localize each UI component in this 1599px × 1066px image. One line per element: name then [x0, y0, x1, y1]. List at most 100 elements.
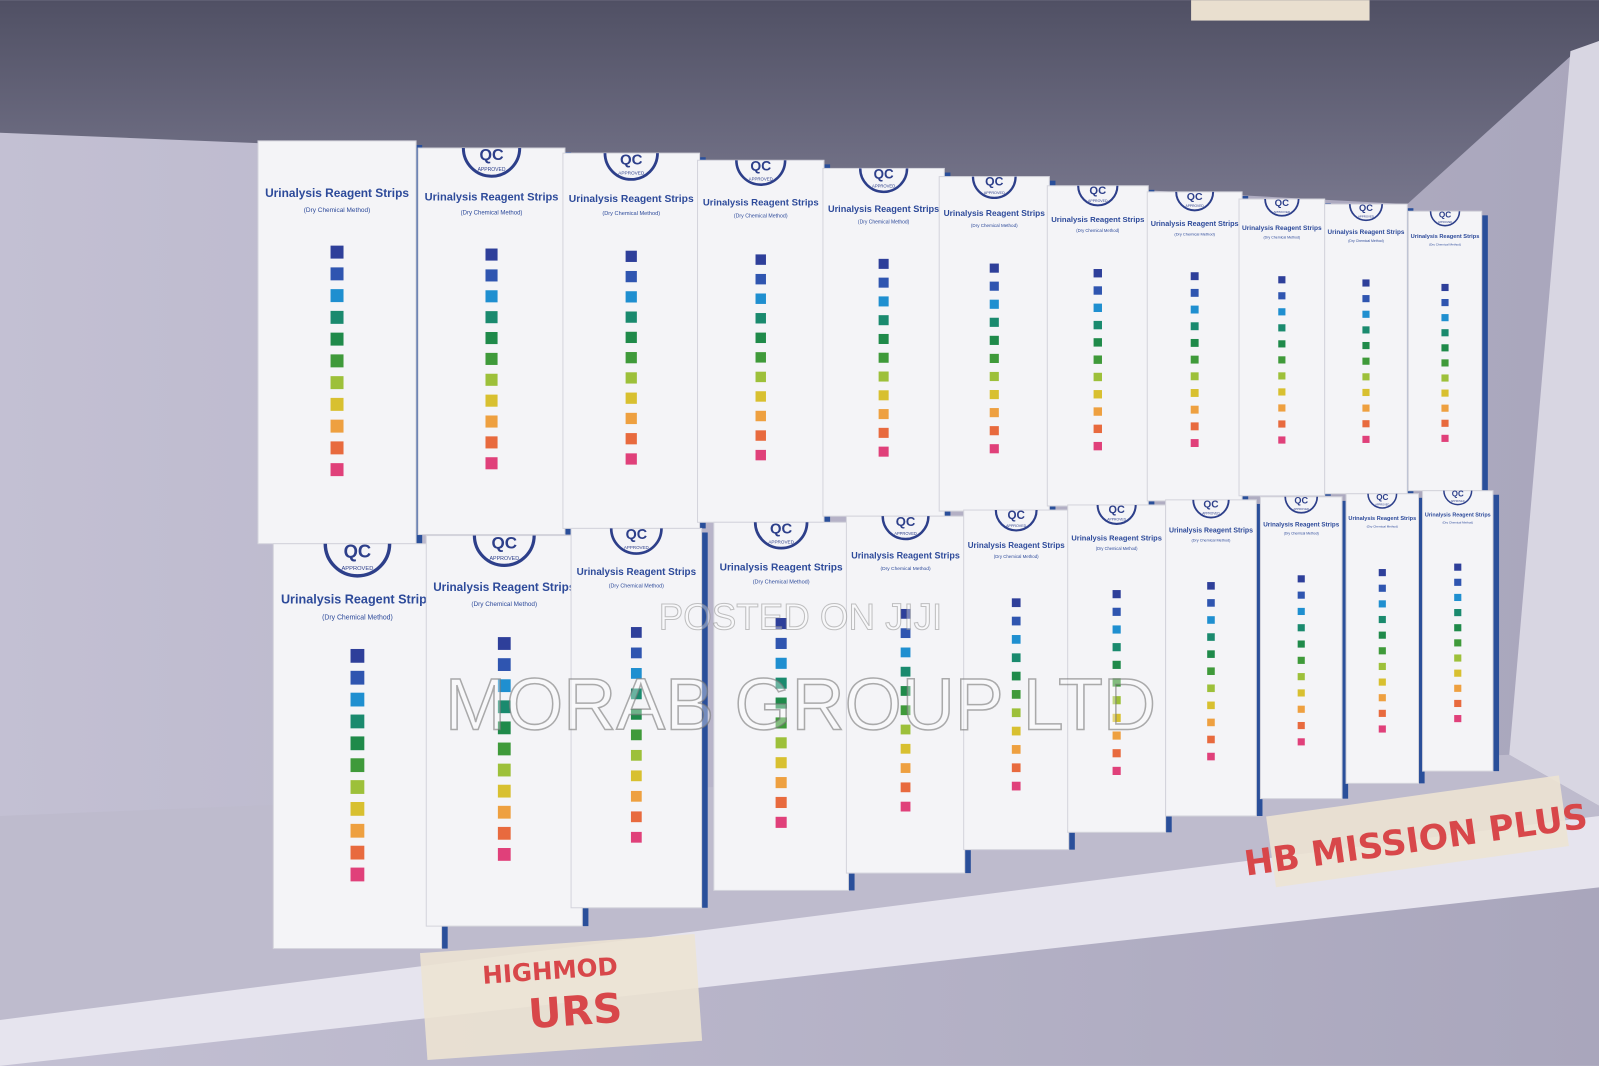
- seal: [753, 522, 809, 550]
- color-swatch: [1093, 286, 1102, 295]
- color-swatch: [1093, 338, 1102, 347]
- seal-caption: APPROVED: [1274, 210, 1291, 214]
- box-title: Urinalysis Reagent Strips: [433, 581, 576, 594]
- seal-text: QC: [985, 175, 1003, 189]
- color-swatch: [989, 299, 999, 309]
- seal: [1429, 211, 1461, 227]
- color-swatch: [497, 784, 511, 798]
- color-swatch: [497, 700, 511, 714]
- color-swatch: [775, 697, 787, 709]
- color-swatch: [1278, 324, 1286, 332]
- color-swatch: [350, 758, 365, 773]
- color-swatch: [1207, 735, 1215, 744]
- color-swatch: [1207, 667, 1215, 675]
- color-swatch: [625, 311, 637, 323]
- color-swatch: [1093, 424, 1102, 434]
- color-swatch: [755, 371, 766, 383]
- seal: [603, 153, 659, 181]
- color-swatch: [350, 845, 365, 860]
- color-swatch: [775, 677, 787, 689]
- color-swatch: [878, 296, 889, 307]
- color-swatch: [1207, 633, 1215, 641]
- color-swatch: [775, 796, 787, 809]
- box-subtitle: (Dry Chemical Method): [471, 601, 537, 608]
- color-swatch: [900, 705, 911, 716]
- color-swatch: [330, 419, 344, 433]
- color-swatch: [1297, 705, 1305, 713]
- color-swatch: [755, 410, 766, 422]
- color-swatch: [625, 453, 637, 465]
- color-swatch: [878, 333, 889, 344]
- color-swatch: [1011, 781, 1021, 791]
- box-title: Urinalysis Reagent Strips: [265, 186, 409, 200]
- color-swatch: [485, 373, 498, 386]
- color-swatch: [989, 371, 999, 382]
- box-subtitle: (Dry Chemical Method): [1263, 236, 1300, 240]
- color-swatch: [1190, 405, 1199, 414]
- seal-text: QC: [491, 533, 517, 552]
- color-swatch: [1297, 656, 1305, 664]
- box-subtitle: (Dry Chemical Method): [1192, 539, 1232, 543]
- shelf-label: URS: [527, 984, 624, 1038]
- box-subtitle: (Dry Chemical Method): [1076, 228, 1120, 233]
- tape-label: [1266, 775, 1569, 888]
- color-swatch: [1011, 653, 1021, 663]
- seal: [971, 176, 1017, 200]
- color-swatch: [755, 391, 766, 402]
- color-swatch: [350, 823, 365, 838]
- color-swatch: [350, 736, 365, 751]
- box-title: Urinalysis Reagent Strips: [1169, 528, 1253, 535]
- color-swatch: [1454, 699, 1462, 708]
- box-title: Urinalysis Reagent Strips: [281, 592, 434, 606]
- color-swatch: [1454, 593, 1462, 602]
- color-swatch: [1112, 696, 1121, 705]
- upper-shelf: [0, 0, 1599, 205]
- color-swatch: [1297, 624, 1305, 632]
- seal: [1284, 496, 1319, 514]
- seal-text: QC: [1452, 490, 1464, 499]
- color-swatch: [630, 647, 642, 659]
- color-swatch: [485, 311, 498, 324]
- color-swatch: [625, 352, 637, 364]
- color-swatch: [755, 273, 766, 285]
- box-title: Urinalysis Reagent Strips: [851, 551, 960, 561]
- color-swatch: [497, 763, 511, 777]
- color-swatch: [755, 449, 766, 461]
- boxes: Urinalysis Reagent Strips (Dry Chemical M…: [257, 140, 1500, 950]
- box-side: [1254, 503, 1263, 816]
- color-swatch: [1441, 314, 1449, 322]
- color-swatch: [1378, 600, 1386, 608]
- color-swatch: [630, 770, 642, 782]
- box-title: Urinalysis Reagent Strips: [968, 541, 1065, 550]
- color-swatch: [989, 444, 999, 454]
- color-swatch: [1441, 419, 1449, 427]
- seal-text: QC: [344, 540, 372, 561]
- color-swatch: [1297, 640, 1305, 648]
- color-swatch: [900, 763, 911, 773]
- box-subtitle: (Dry Chemical Method): [1348, 239, 1384, 243]
- color-swatch: [1011, 745, 1021, 754]
- box-subtitle: (Dry Chemical Method): [602, 211, 660, 217]
- color-swatch: [878, 427, 889, 438]
- color-swatch: [1093, 372, 1102, 382]
- color-swatch: [775, 757, 787, 769]
- tape-label: [419, 933, 703, 1061]
- seal: [472, 535, 536, 567]
- seal-caption: APPROVED: [1451, 500, 1465, 503]
- box-title: Urinalysis Reagent Strips: [944, 208, 1046, 218]
- color-swatch: [630, 831, 642, 843]
- color-swatch: [497, 742, 511, 756]
- color-swatch: [625, 270, 637, 283]
- color-swatch: [878, 446, 889, 457]
- color-swatch: [1441, 389, 1449, 397]
- watermark: MORAB GROUP LTD: [445, 663, 1156, 745]
- color-swatch: [1112, 713, 1121, 722]
- color-swatch: [1112, 749, 1121, 758]
- color-swatch: [1278, 420, 1286, 428]
- box-subtitle: (Dry Chemical Method): [304, 207, 371, 214]
- color-swatch: [1093, 441, 1102, 451]
- color-swatch: [485, 290, 498, 303]
- box-title: Urinalysis Reagent Strips: [1071, 533, 1162, 542]
- seal: [461, 148, 522, 178]
- color-swatch: [775, 637, 787, 649]
